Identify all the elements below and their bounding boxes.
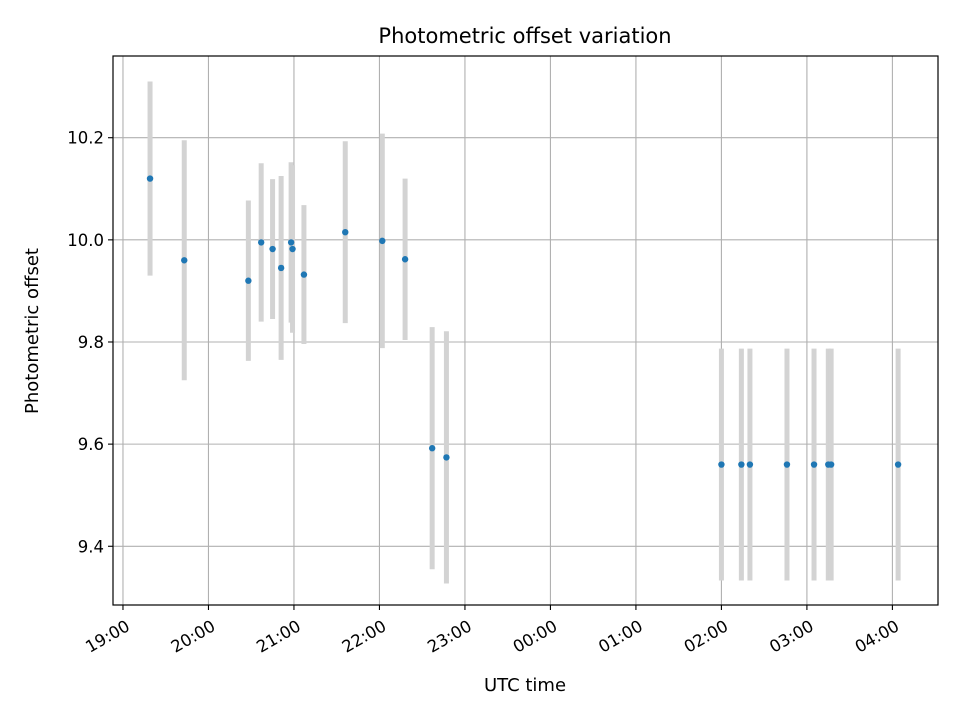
data-point [718, 461, 725, 468]
y-tick-label: 9.6 [78, 435, 104, 454]
chart-title: Photometric offset variation [378, 24, 671, 48]
data-point [401, 256, 409, 263]
y-axis-label: Photometric offset [22, 248, 43, 414]
data-point [181, 257, 188, 264]
data-point [894, 461, 902, 468]
data-point [379, 237, 386, 245]
data-point [738, 461, 745, 468]
data-points [146, 175, 902, 468]
data-point [300, 271, 308, 278]
y-axis-ticks: 9.4 9.6 9.8 10.0 10.2 [67, 129, 113, 556]
data-point [269, 245, 276, 253]
data-point [245, 277, 252, 284]
data-point [810, 461, 818, 468]
data-point [443, 454, 450, 461]
data-point [277, 264, 285, 272]
data-point [342, 228, 349, 236]
data-point [257, 239, 265, 246]
y-tick-label: 9.8 [78, 333, 104, 352]
plot-frame [112, 55, 939, 606]
y-tick-label: 10.2 [67, 129, 104, 148]
y-tick-label: 10.0 [67, 231, 104, 250]
data-point [428, 445, 436, 452]
data-point [827, 461, 835, 468]
y-tick-label: 9.4 [78, 537, 104, 556]
data-point [146, 175, 154, 182]
data-point [746, 461, 754, 468]
data-point [289, 245, 296, 253]
data-point [783, 461, 791, 468]
x-axis-label: UTC time [484, 675, 566, 696]
data-point [287, 239, 295, 246]
